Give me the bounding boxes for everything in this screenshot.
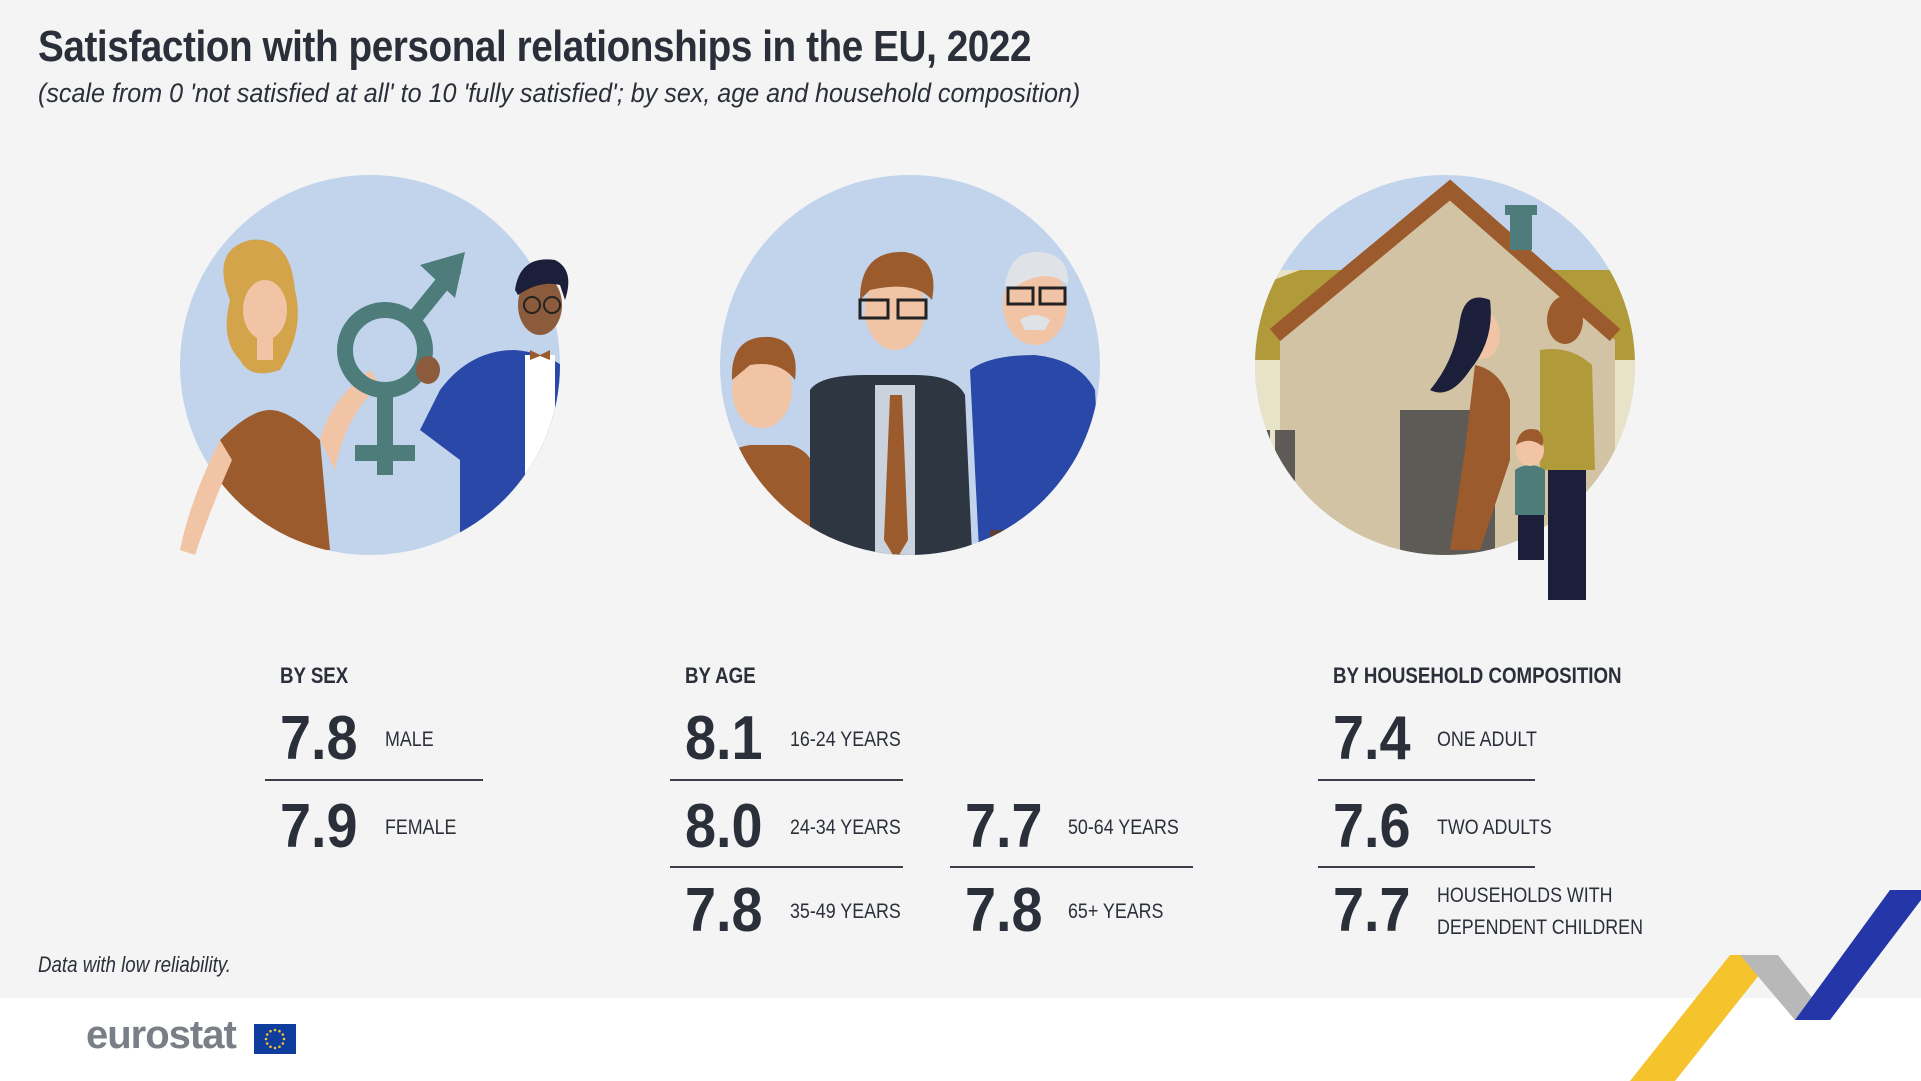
chart-title: Satisfaction with personal relationships…	[38, 22, 1032, 71]
value-age-50-64: 7.7	[965, 792, 1043, 861]
divider	[1318, 866, 1535, 868]
label-households-children-line2: DEPENDENT CHILDREN	[1437, 916, 1643, 939]
decorative-ribbon	[1630, 890, 1921, 1081]
reliability-note: Data with low reliability.	[38, 952, 231, 977]
label-age-16-24: 16-24 YEARS	[790, 728, 901, 751]
section-title-age: BY AGE	[685, 663, 756, 688]
label-male: MALE	[385, 728, 434, 751]
sex-illustration	[180, 175, 569, 555]
value-age-16-24: 8.1	[685, 704, 763, 773]
value-age-24-34: 8.0	[685, 792, 763, 861]
value-female: 7.9	[280, 792, 358, 861]
age-illustration	[720, 175, 1100, 555]
value-male: 7.8	[280, 704, 358, 773]
divider	[950, 866, 1193, 868]
chart-subtitle: (scale from 0 'not satisfied at all' to …	[38, 78, 1081, 108]
divider	[1318, 779, 1535, 781]
section-title-household: BY HOUSEHOLD COMPOSITION	[1333, 663, 1622, 688]
eu-flag-icon	[254, 1024, 296, 1054]
label-female: FEMALE	[385, 816, 457, 839]
divider	[670, 866, 903, 868]
value-two-adults: 7.6	[1333, 792, 1411, 861]
label-one-adult: ONE ADULT	[1437, 728, 1537, 751]
value-one-adult: 7.4	[1333, 704, 1411, 773]
label-two-adults: TWO ADULTS	[1437, 816, 1552, 839]
label-age-35-49: 35-49 YEARS	[790, 900, 901, 923]
household-illustration	[1255, 175, 1635, 600]
divider	[265, 779, 483, 781]
divider	[670, 779, 903, 781]
value-households-children: 7.7	[1333, 876, 1411, 945]
section-title-sex: BY SEX	[280, 663, 349, 688]
footer	[0, 998, 1921, 1081]
label-households-children-line1: HOUSEHOLDS WITH	[1437, 884, 1613, 907]
label-age-65-plus: 65+ YEARS	[1068, 900, 1164, 923]
eurostat-logo-text: eurostat	[86, 1013, 237, 1057]
value-age-65-plus: 7.8	[965, 876, 1043, 945]
value-age-35-49: 7.8	[685, 876, 763, 945]
label-age-24-34: 24-34 YEARS	[790, 816, 901, 839]
label-age-50-64: 50-64 YEARS	[1068, 816, 1179, 839]
